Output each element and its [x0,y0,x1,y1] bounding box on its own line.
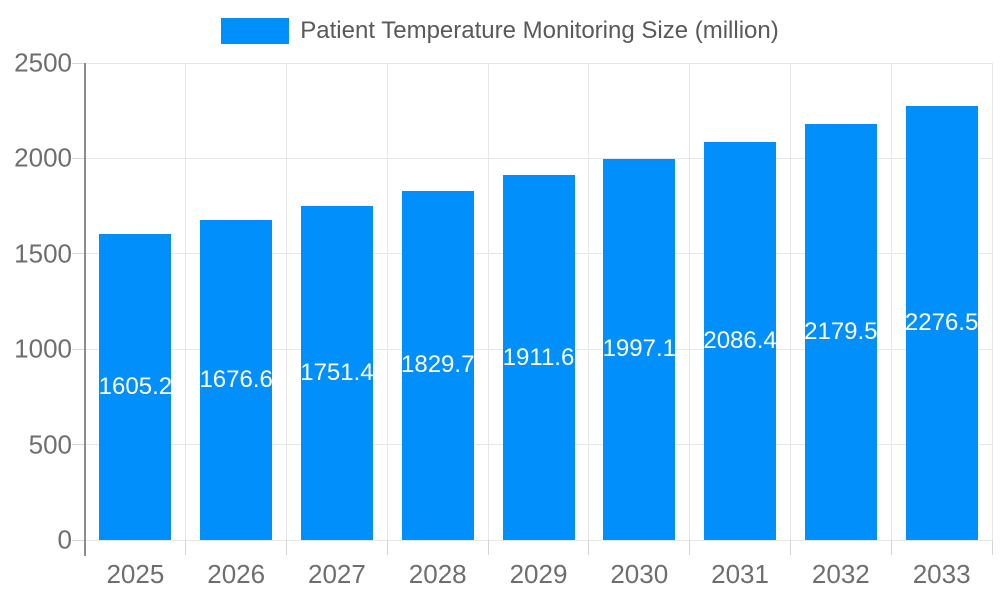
y-axis-tick [72,157,85,159]
x-axis-label: 2026 [207,559,266,589]
y-axis-label: 2000 [14,142,72,173]
x-axis-label: 2028 [408,559,467,589]
y-gridline [85,539,992,541]
bar-value-label: 2179.5 [804,318,878,346]
x-axis-tick [286,540,288,555]
bar-value-label: 2276.5 [904,308,979,336]
legend-label: Patient Temperature Monitoring Size (mil… [300,17,779,44]
x-gridline [487,63,489,540]
x-axis-label: 2025 [106,559,165,589]
x-axis-label: 2033 [912,559,971,589]
bar-value-label: 1997.1 [602,335,676,363]
bar-2025[interactable] [99,233,172,540]
bar-2032[interactable] [804,124,877,540]
y-axis-tick [72,253,85,255]
x-axis-label: 2032 [811,559,870,589]
x-gridline [185,63,187,540]
y-axis-label: 1000 [14,333,72,364]
x-gridline [789,63,791,540]
x-gridline [991,63,993,540]
x-axis-tick [890,540,892,555]
bar-value-label: 1751.4 [300,358,374,386]
y-gridline [85,157,992,159]
x-gridline [689,63,691,540]
y-axis-label: 2500 [14,47,72,78]
x-gridline [588,63,590,540]
bar-2029[interactable] [502,175,575,540]
x-gridline [890,63,892,540]
x-gridline [386,63,388,540]
x-axis-tick [185,540,187,555]
x-gridline [286,63,288,540]
legend-swatch [221,18,290,44]
x-axis-tick [789,540,791,555]
y-axis-label: 0 [57,524,72,555]
bar-2030[interactable] [603,158,676,540]
y-axis-label: 1500 [14,238,72,269]
x-axis-tick [588,540,590,555]
x-axis-tick [386,540,388,555]
bar-2033[interactable] [905,105,978,540]
x-axis-label: 2029 [509,559,568,589]
chart-legend[interactable]: Patient Temperature Monitoring Size (mil… [0,17,1000,45]
x-axis-tick [991,540,993,555]
x-axis-tick [487,540,489,555]
y-axis-tick [72,444,85,446]
bar-value-label: 2086.4 [703,326,777,354]
y-axis-line [84,63,86,556]
bar-2028[interactable] [401,190,474,540]
bar-2027[interactable] [300,205,373,540]
x-axis-label: 2031 [711,559,769,589]
bar-value-label: 1605.2 [98,372,173,400]
bar-2026[interactable] [200,220,273,540]
y-axis-tick [72,348,85,350]
x-axis-tick [689,540,691,555]
bar-value-label: 1829.7 [401,351,475,379]
bar-2031[interactable] [704,141,777,540]
y-axis-label: 500 [28,429,72,460]
x-axis-label: 2027 [308,559,366,589]
y-axis-tick [72,539,85,541]
bar-value-label: 1911.6 [502,343,575,371]
y-gridline [85,62,992,64]
y-axis-tick [72,62,85,64]
x-axis-label: 2030 [610,559,669,589]
bar-value-label: 1676.6 [199,366,273,394]
